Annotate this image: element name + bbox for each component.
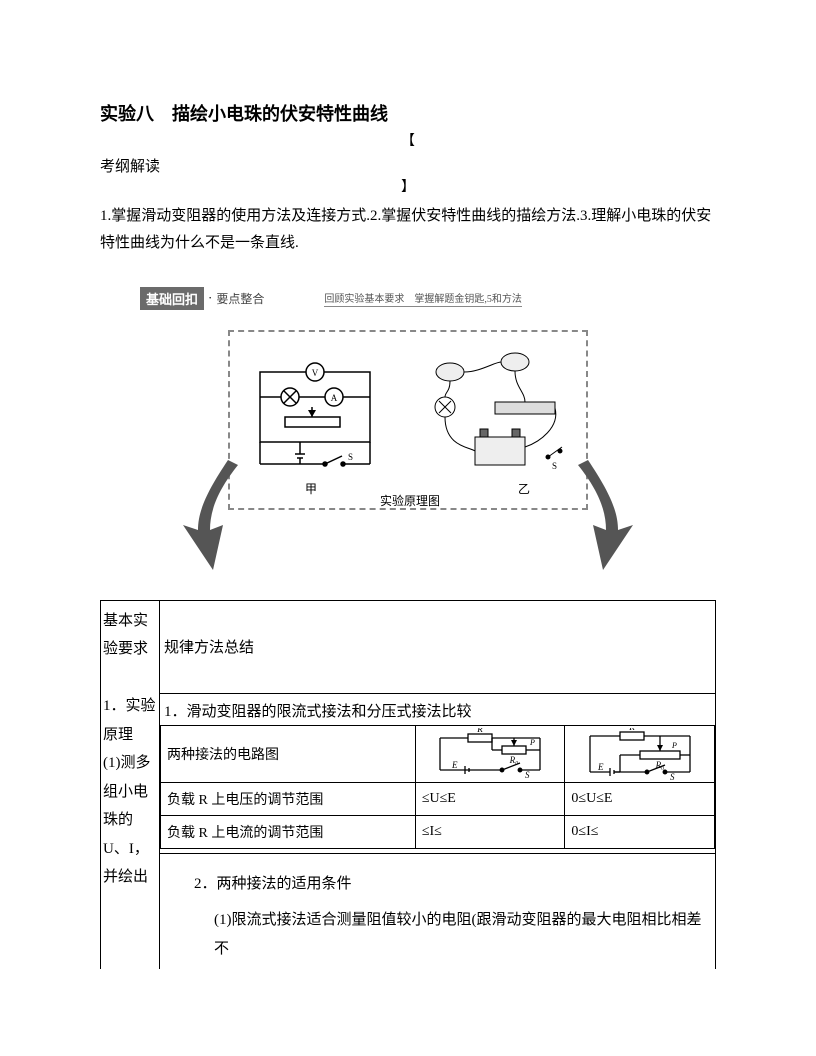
svg-text:A: A	[331, 393, 338, 403]
current-b: 0≤I≤	[565, 815, 715, 848]
rule-summary-header: 规律方法总结	[160, 600, 716, 693]
section-rest: 要点整合	[216, 290, 264, 307]
svg-text:S: S	[348, 452, 353, 462]
subtitle: 考纲解读	[100, 155, 716, 176]
section-block: 基础回扣	[140, 287, 204, 310]
svg-text:R₀: R₀	[509, 755, 519, 765]
condition-1: (1)限流式接法适合测量阻值较小的电阻(跟滑动变阻器的最大电阻相比相差不	[164, 902, 711, 963]
svg-text:P: P	[671, 741, 677, 750]
bracket-bot: 】	[100, 180, 716, 197]
page-title: 实验八 描绘小电珠的伏安特性曲线	[100, 100, 716, 126]
svg-text:S: S	[670, 772, 675, 780]
inner-compare-table: 两种接法的电路图 R	[160, 725, 715, 849]
svg-text:R: R	[628, 728, 635, 732]
svg-text:P: P	[529, 738, 535, 747]
intro-text: 1.掌握滑动变阻器的使用方法及连接方式.2.掌握伏安特性曲线的描绘方法.3.理解…	[100, 203, 716, 257]
row-current-label: 负载 R 上电流的调节范围	[161, 815, 416, 848]
side-note: 回顾实验基本要求 掌握解题金钥匙,5和方法	[324, 290, 522, 307]
schematic-right: S	[420, 347, 570, 477]
svg-text:E: E	[451, 760, 458, 770]
svg-text:V: V	[312, 368, 319, 378]
caption-right: 乙	[518, 480, 530, 497]
voltage-a: ≤U≤E	[415, 782, 565, 815]
arrow-left-icon	[168, 460, 248, 570]
circuit-divider: R P R₀	[565, 725, 715, 782]
row-voltage-label: 负载 R 上电压的调节范围	[161, 782, 416, 815]
conditions-cell: 2．两种接法的适用条件 (1)限流式接法适合测量阻值较小的电阻(跟滑动变阻器的最…	[160, 853, 716, 969]
section-heading: 基础回扣 · 要点整合	[140, 287, 264, 310]
leftcol-basic: 基本实验要求1．实验原理 (1)测多组小电珠的U、I，并绘出	[101, 600, 160, 969]
svg-text:S: S	[525, 770, 530, 780]
svg-text:S: S	[552, 461, 557, 471]
circuit-limit: R P R₀	[415, 725, 565, 782]
caption-left: 甲	[305, 480, 317, 497]
row-circuit-label: 两种接法的电路图	[161, 725, 416, 782]
conditions-title: 2．两种接法的适用条件	[164, 860, 711, 903]
voltage-b: 0≤U≤E	[565, 782, 715, 815]
arrow-right-icon	[568, 460, 648, 570]
caption-center: 实验原理图	[380, 492, 440, 509]
current-a: ≤I≤	[415, 815, 565, 848]
principle-diagram: V A	[148, 330, 668, 580]
compare-title: 1．滑动变阻器的限流式接法和分压式接法比较	[164, 700, 711, 721]
bracket-top: 【	[100, 134, 716, 151]
main-table: 基本实验要求1．实验原理 (1)测多组小电珠的U、I，并绘出 规律方法总结 1．…	[100, 600, 716, 970]
compare-cell: 1．滑动变阻器的限流式接法和分压式接法比较 两种接法的电路图	[160, 693, 716, 853]
svg-text:R: R	[476, 728, 483, 734]
schematic-left: V A	[250, 352, 390, 472]
svg-text:E: E	[597, 762, 604, 772]
